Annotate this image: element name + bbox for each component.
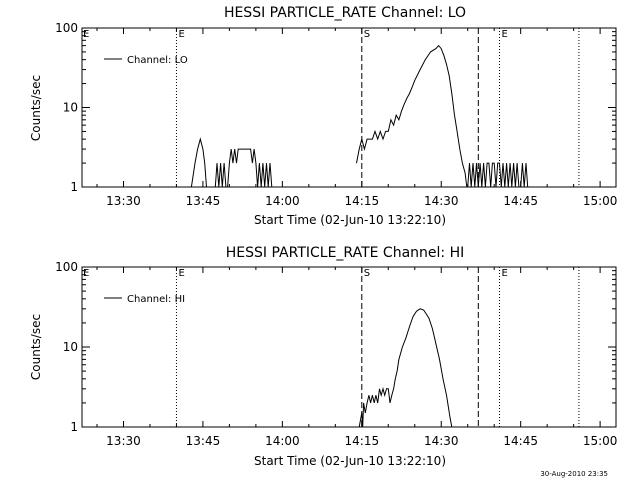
y-axis-label: Counts/sec: [29, 75, 43, 141]
marker-label: E: [178, 268, 184, 279]
plot-frame: [81, 266, 617, 428]
chart-panel-hi: HESSI PARTICLE_RATE Channel: HI Counts/s…: [29, 245, 617, 468]
series-line: [356, 44, 468, 188]
marker-label-edge: E: [83, 29, 89, 40]
x-tick-label: 14:30: [424, 194, 459, 208]
marker-label: S: [364, 268, 370, 279]
x-tick-label: 14:15: [345, 194, 380, 208]
x-axis-label: Start Time (02-Jun-10 13:22:10): [254, 213, 446, 227]
legend-label: Channel: LO: [127, 55, 188, 66]
legend-label: Channel: HI: [127, 294, 185, 305]
x-tick-label: 15:00: [583, 434, 618, 448]
marker-label: E: [178, 29, 184, 40]
y-tick-label: 1: [70, 420, 78, 434]
x-tick-label: 13:30: [106, 194, 141, 208]
series-line: [467, 162, 529, 188]
x-tick-label: 14:15: [345, 434, 380, 448]
y-tick-label: 10: [63, 101, 78, 115]
chart-title: HESSI PARTICLE_RATE Channel: LO: [224, 5, 466, 21]
x-tick-label: 13:45: [186, 194, 221, 208]
x-tick-label: 15:00: [583, 194, 618, 208]
y-axis-label: Counts/sec: [29, 314, 43, 380]
x-tick-label: 14:30: [424, 434, 459, 448]
x-axis-label: Start Time (02-Jun-10 13:22:10): [254, 454, 446, 468]
plot-frame: [81, 27, 617, 188]
x-tick-label: 14:45: [503, 194, 538, 208]
x-tick-label: 14:45: [503, 434, 538, 448]
x-tick-label: 14:00: [265, 194, 300, 208]
x-tick-label: 14:00: [265, 434, 300, 448]
series-line: [358, 308, 453, 428]
y-tick-label: 100: [55, 21, 78, 35]
legend: Channel: HI: [104, 294, 185, 305]
x-tick-label: 13:30: [106, 434, 141, 448]
x-tick-label: 13:45: [186, 434, 221, 448]
chart-title: HESSI PARTICLE_RATE Channel: HI: [226, 245, 464, 261]
marker-label-edge: E: [83, 268, 89, 279]
y-tick-label: 10: [63, 340, 78, 354]
marker-label: S: [364, 29, 370, 40]
legend: Channel: LO: [104, 55, 188, 66]
y-tick-label: 100: [55, 260, 78, 274]
footer-timestamp: 30-Aug-2010 23:35: [540, 470, 608, 478]
series-line: [190, 137, 273, 188]
chart-panel-lo: HESSI PARTICLE_RATE Channel: LO Counts/s…: [29, 5, 617, 227]
y-tick-label: 1: [70, 180, 78, 194]
marker-label: E: [501, 29, 507, 40]
marker-label: E: [501, 268, 507, 279]
